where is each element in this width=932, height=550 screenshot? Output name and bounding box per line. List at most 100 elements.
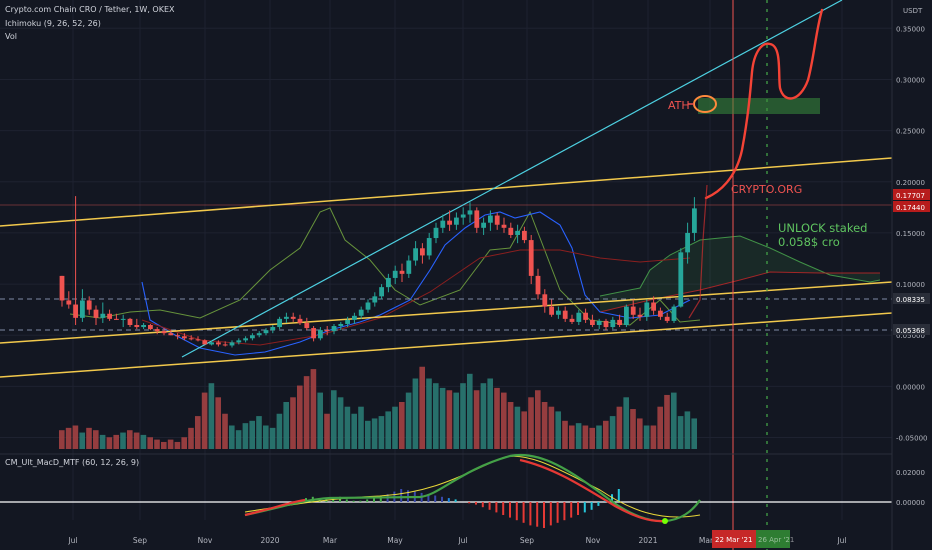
projection-base	[688, 184, 708, 319]
price-tag-bg	[893, 201, 930, 212]
x-tick-label: Jul	[457, 536, 467, 545]
volume-bar	[181, 437, 187, 449]
candle-body	[73, 304, 78, 318]
volume-bar	[575, 423, 582, 449]
volume-bar	[630, 409, 636, 449]
macd-hist-bar	[597, 502, 600, 506]
volume-bar	[59, 430, 65, 449]
date-tag-bg	[712, 530, 756, 548]
candle-body	[80, 300, 85, 318]
volume-bar	[623, 397, 629, 449]
candle-body	[549, 306, 554, 315]
volume-bar	[609, 416, 616, 449]
candle-body	[216, 342, 221, 345]
candle-body	[664, 316, 670, 321]
candle-body	[59, 275, 65, 301]
price-tag-text: 0.05368	[896, 327, 925, 335]
volume-bar	[426, 378, 432, 449]
volume-bar	[643, 425, 650, 449]
volume-bar	[562, 420, 568, 449]
candle-body	[556, 310, 561, 315]
volume-bar	[358, 406, 364, 449]
candle-body	[522, 230, 527, 241]
macd-hist-bar	[427, 494, 430, 502]
macd-hist-bar	[617, 489, 620, 502]
price-tag-bg	[893, 189, 930, 200]
volume-bar	[677, 416, 684, 449]
macd-y-tick-label: 0.02000	[896, 469, 925, 477]
candle-body	[352, 315, 357, 320]
candle-body	[494, 215, 500, 225]
candle-body	[222, 344, 228, 346]
macd-hist-bar	[536, 502, 539, 527]
ath-label: ATH	[668, 99, 690, 112]
volume-bar	[555, 411, 561, 449]
candle-body	[508, 227, 514, 235]
macd-hist-bar	[475, 502, 477, 505]
macd-hist-bar	[488, 502, 491, 510]
candle-body	[284, 316, 289, 319]
candle-body	[114, 318, 119, 320]
volume-bar	[378, 416, 385, 449]
candle-body	[236, 340, 242, 343]
candle-body	[562, 310, 568, 319]
volume-bar	[310, 369, 317, 449]
candle-body	[338, 323, 344, 327]
volume-bar	[460, 383, 466, 449]
macd-y-tick-label: 0.00000	[896, 499, 925, 507]
volume-bar	[650, 425, 657, 449]
volume-bar	[501, 392, 507, 449]
volume-bar	[419, 366, 425, 449]
volume-bar	[72, 425, 79, 449]
volume-bar	[344, 406, 351, 449]
volume-bar	[514, 406, 521, 449]
candle-body	[617, 319, 622, 325]
candle-body	[311, 328, 316, 339]
macd-line-green	[244, 453, 666, 523]
volume-bar	[167, 439, 174, 449]
volume-bar	[263, 425, 269, 449]
macd-hist-bar	[522, 502, 525, 523]
candle-body	[290, 316, 296, 319]
volume-bar	[467, 373, 473, 449]
horizontal-levels	[0, 204, 892, 331]
volume-bar	[174, 441, 181, 449]
volume-bar	[439, 387, 446, 449]
volume-series	[59, 366, 697, 449]
candle-body	[243, 338, 248, 341]
candle-body	[637, 314, 643, 317]
macd-signal-line	[244, 455, 701, 518]
macd-cross-dot	[662, 518, 668, 524]
volume-bar	[521, 411, 527, 449]
candle-body	[569, 318, 575, 322]
volume-bar	[269, 427, 276, 449]
volume-bar	[290, 397, 296, 449]
ath-zone	[698, 98, 820, 114]
y-tick-label: 0.15000	[896, 230, 925, 238]
volume-bar	[235, 430, 242, 449]
candle-body	[542, 294, 548, 307]
volume-bar	[99, 434, 106, 449]
y-tick-label: 0.30000	[896, 76, 925, 84]
candle-body	[583, 312, 588, 320]
candle-body	[154, 329, 160, 332]
volume-bar	[365, 420, 371, 449]
candle-body	[209, 342, 214, 345]
volume-bar	[684, 411, 691, 449]
candle-body	[501, 224, 507, 228]
unlock-label: UNLOCK staked	[778, 221, 867, 235]
time-axis: Jul Sep Nov 2020 Mar May Jul Sep Nov 2021 Mar Jul 22…	[67, 530, 847, 548]
candle-body	[141, 325, 146, 328]
candle-body	[440, 220, 446, 228]
volume-bar	[256, 416, 262, 449]
x-tick-label: Nov	[586, 536, 601, 545]
candle-body	[460, 214, 466, 218]
candle-body	[379, 287, 384, 297]
candle-body	[610, 319, 616, 328]
candle-body	[66, 300, 72, 305]
macd-hist-bar	[543, 502, 545, 528]
x-tick-label: Jul	[836, 536, 846, 545]
volume-bar	[161, 441, 167, 449]
